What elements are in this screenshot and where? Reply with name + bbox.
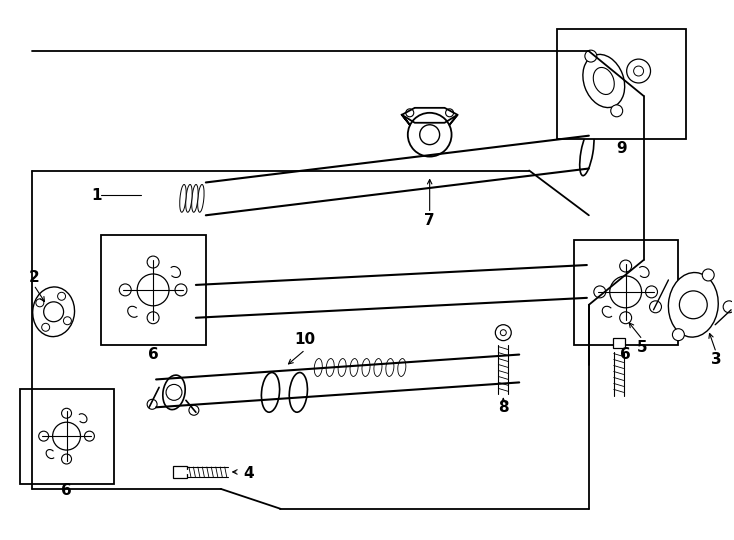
Circle shape — [619, 260, 632, 272]
Bar — [173, 466, 187, 478]
Circle shape — [147, 400, 157, 409]
Ellipse shape — [261, 373, 280, 412]
Circle shape — [672, 329, 684, 341]
Circle shape — [189, 406, 199, 415]
Ellipse shape — [186, 185, 192, 212]
Text: 2: 2 — [29, 271, 39, 286]
Ellipse shape — [593, 68, 614, 94]
Text: 5: 5 — [637, 340, 648, 355]
Text: 6: 6 — [620, 347, 631, 362]
Ellipse shape — [163, 375, 185, 410]
Ellipse shape — [193, 282, 204, 318]
Text: 4: 4 — [243, 467, 254, 482]
Ellipse shape — [326, 359, 334, 376]
Circle shape — [62, 454, 71, 464]
Circle shape — [723, 301, 734, 313]
Text: 10: 10 — [295, 332, 316, 347]
Ellipse shape — [374, 359, 382, 376]
Ellipse shape — [338, 359, 346, 376]
Ellipse shape — [314, 359, 322, 376]
Circle shape — [63, 317, 71, 325]
Circle shape — [147, 256, 159, 268]
Ellipse shape — [192, 185, 198, 212]
Text: 8: 8 — [498, 400, 509, 415]
Circle shape — [39, 431, 48, 441]
Circle shape — [627, 59, 650, 83]
Circle shape — [633, 66, 644, 76]
Circle shape — [495, 325, 512, 341]
Bar — [20, 389, 115, 484]
Ellipse shape — [398, 359, 406, 376]
Text: 3: 3 — [711, 352, 722, 367]
Bar — [613, 338, 625, 348]
Ellipse shape — [669, 273, 719, 337]
Ellipse shape — [192, 285, 200, 315]
Circle shape — [53, 422, 81, 450]
Circle shape — [406, 109, 414, 117]
Circle shape — [610, 276, 642, 308]
Text: 6: 6 — [61, 483, 72, 498]
Circle shape — [62, 408, 71, 418]
Circle shape — [611, 105, 622, 117]
Circle shape — [702, 269, 714, 281]
Circle shape — [175, 284, 187, 296]
Circle shape — [36, 299, 44, 307]
Text: 7: 7 — [424, 213, 435, 228]
Circle shape — [42, 323, 50, 331]
Ellipse shape — [33, 287, 75, 336]
Circle shape — [446, 109, 454, 117]
Circle shape — [594, 286, 606, 298]
Bar — [557, 29, 686, 139]
Bar — [101, 235, 206, 345]
Circle shape — [57, 292, 65, 300]
Ellipse shape — [580, 130, 594, 176]
Ellipse shape — [197, 185, 204, 212]
Circle shape — [147, 312, 159, 323]
Circle shape — [137, 274, 169, 306]
Ellipse shape — [180, 185, 186, 212]
Circle shape — [680, 291, 708, 319]
Text: 9: 9 — [617, 141, 627, 156]
Circle shape — [43, 302, 64, 322]
Circle shape — [585, 50, 597, 62]
Ellipse shape — [289, 373, 308, 412]
Ellipse shape — [350, 359, 358, 376]
Circle shape — [166, 384, 182, 400]
Circle shape — [619, 312, 632, 323]
Ellipse shape — [386, 359, 394, 376]
Circle shape — [420, 125, 440, 145]
Circle shape — [501, 330, 506, 336]
Text: 6: 6 — [148, 347, 159, 362]
Ellipse shape — [583, 55, 625, 107]
Ellipse shape — [362, 359, 370, 376]
Circle shape — [646, 286, 658, 298]
Circle shape — [84, 431, 95, 441]
Circle shape — [408, 113, 451, 157]
Ellipse shape — [579, 263, 592, 301]
Circle shape — [120, 284, 131, 296]
Bar — [574, 240, 678, 345]
Text: 1: 1 — [91, 188, 101, 203]
Circle shape — [650, 301, 661, 313]
